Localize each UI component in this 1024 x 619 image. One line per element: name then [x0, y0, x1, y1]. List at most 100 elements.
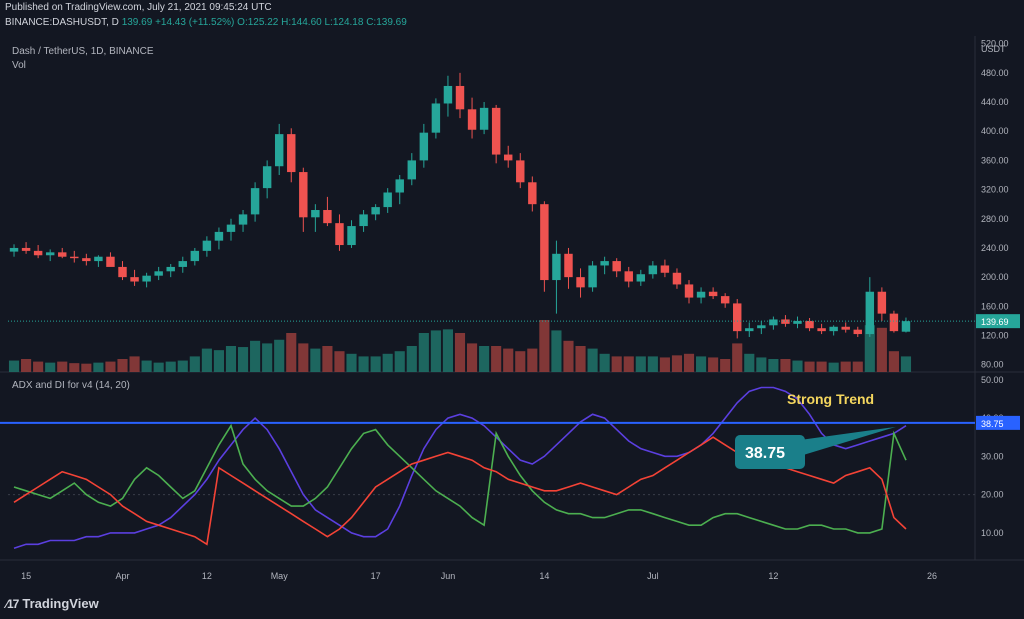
adx-pane-title[interactable]: ADX and DI for v4 (14, 20) — [12, 380, 130, 391]
candle-body — [901, 321, 911, 332]
volume-bar — [250, 340, 261, 372]
volume-bar — [153, 362, 164, 372]
volume-bar — [298, 343, 309, 372]
candle-body — [106, 256, 115, 267]
high-value: H:144.60 — [281, 17, 322, 28]
candle-body — [708, 291, 718, 297]
volume-bar — [466, 343, 478, 372]
adx-tick-label: 20.00 — [981, 490, 1004, 500]
volume-bar — [129, 356, 140, 372]
candle-body — [455, 85, 465, 110]
candle-body — [130, 277, 139, 282]
candle-body — [311, 210, 320, 218]
candle-body — [226, 224, 236, 232]
volume-bar — [406, 346, 417, 372]
candle-body — [877, 291, 887, 314]
volume-bar — [539, 320, 550, 372]
volume-bar — [479, 346, 490, 372]
time-tick-label: 12 — [202, 571, 212, 581]
last-price: 139.69 — [121, 17, 153, 28]
candle-body — [660, 265, 670, 273]
last-price-badge-label: 139.69 — [981, 317, 1009, 327]
symbol-label[interactable]: BINANCE:DASHUSDT, D — [5, 17, 119, 28]
volume-bar — [358, 356, 369, 372]
annotation-pointer — [800, 426, 896, 456]
candle-body — [624, 271, 633, 282]
candle-body — [636, 274, 646, 282]
price-tick-label: 200.00 — [981, 272, 1009, 282]
price-tick-label: 320.00 — [981, 185, 1009, 195]
volume-bar — [780, 359, 791, 372]
volume-bar — [900, 356, 912, 372]
volume-bar — [792, 360, 803, 372]
volume-bar — [635, 356, 646, 372]
candle-body — [588, 265, 597, 288]
candle-body — [540, 204, 549, 281]
candle-body — [733, 303, 742, 332]
price-change: +14.43 (+11.52%) — [155, 17, 235, 28]
volume-bar — [310, 348, 321, 372]
candle-body — [720, 296, 730, 304]
candle-body — [853, 329, 862, 335]
candle-body — [335, 223, 344, 246]
volume-pane-title: Vol — [12, 60, 26, 71]
candle-body — [359, 214, 368, 227]
volume-bar — [454, 333, 466, 372]
candle-body — [178, 261, 187, 267]
time-tick-label: Jul — [647, 571, 659, 581]
volume-bar — [683, 353, 695, 372]
candle-body — [395, 179, 404, 193]
candle-body — [745, 328, 754, 332]
time-tick-label: Apr — [115, 571, 129, 581]
volume-bar — [442, 329, 454, 372]
volume-bar — [81, 363, 92, 372]
price-tick-label: 240.00 — [981, 243, 1009, 253]
adx-tick-label: 50.00 — [981, 375, 1004, 385]
time-tick-label: 14 — [539, 571, 549, 581]
volume-bar — [828, 362, 839, 372]
candle-body — [274, 134, 284, 167]
candle-body — [214, 231, 224, 241]
candle-body — [118, 266, 127, 278]
adx-tick-label: 10.00 — [981, 528, 1004, 538]
volume-bar — [840, 361, 851, 372]
candle-body — [299, 172, 308, 218]
volume-bar — [69, 363, 80, 372]
volume-bar — [599, 353, 610, 372]
time-tick-label: 17 — [371, 571, 381, 581]
candle-body — [262, 166, 272, 189]
adx-tick-label: 30.00 — [981, 451, 1004, 461]
candle-body — [58, 252, 67, 257]
volume-bar — [720, 359, 731, 372]
volume-bar — [864, 325, 875, 372]
volume-bar — [587, 348, 598, 372]
candle-body — [516, 160, 525, 183]
candle-body — [757, 325, 766, 329]
volume-bar — [237, 347, 249, 372]
time-tick-label: May — [271, 571, 289, 581]
volume-bar — [491, 346, 502, 372]
price-tick-label: 400.00 — [981, 126, 1009, 136]
volume-bar — [430, 330, 441, 372]
candle-body — [21, 247, 31, 251]
candle-body — [467, 109, 477, 130]
threshold-badge-label: 38.75 — [981, 419, 1004, 429]
volume-bar — [623, 356, 634, 372]
time-tick-label: 15 — [21, 571, 31, 581]
main-pane-title: Dash / TetherUS, 1D, BINANCE — [12, 46, 154, 57]
candle-body — [154, 271, 163, 276]
volume-bar — [647, 356, 658, 372]
annotation-callout — [735, 435, 805, 469]
last-price-badge — [976, 314, 1020, 329]
price-tick-label: 120.00 — [981, 331, 1009, 341]
candle-body — [347, 226, 356, 246]
candle-body — [407, 160, 417, 180]
volume-bar — [527, 348, 538, 372]
candle-body — [491, 107, 501, 155]
volume-bar — [804, 361, 815, 372]
tradingview-footer: ⁄17 TradingView — [6, 596, 99, 611]
price-tick-label: 360.00 — [981, 155, 1009, 165]
volume-bar — [551, 330, 562, 372]
adx-line — [13, 386, 907, 549]
